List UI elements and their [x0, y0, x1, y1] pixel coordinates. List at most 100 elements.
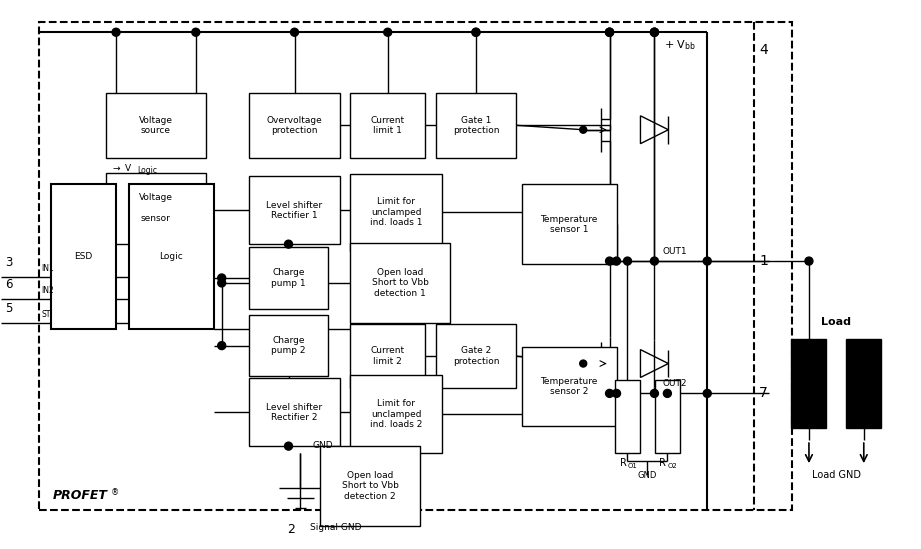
Circle shape	[606, 28, 613, 36]
Bar	[522, 346, 616, 426]
Circle shape	[285, 442, 293, 450]
Text: Open load
Short to Vbb
detection 2: Open load Short to Vbb detection 2	[342, 471, 399, 501]
Text: IN1: IN1	[41, 264, 54, 273]
Circle shape	[606, 257, 613, 265]
Text: O1: O1	[627, 463, 637, 469]
Text: R: R	[659, 458, 666, 468]
Circle shape	[217, 341, 226, 350]
Bar	[350, 324, 426, 389]
Text: R: R	[620, 458, 626, 468]
Circle shape	[650, 28, 659, 36]
Text: Overvoltage
protection: Overvoltage protection	[266, 115, 322, 135]
Text: + V$_{\mathregular{bb}}$: + V$_{\mathregular{bb}}$	[664, 38, 696, 52]
Text: Voltage

sensor: Voltage sensor	[139, 193, 173, 223]
Text: 2: 2	[286, 523, 295, 536]
Text: Level shifter
Rectifier 2: Level shifter Rectifier 2	[266, 402, 322, 422]
Text: 4: 4	[759, 43, 768, 57]
Text: Gate 1
protection: Gate 1 protection	[453, 115, 499, 135]
Bar	[249, 315, 329, 377]
Text: Temperature
sensor 2: Temperature sensor 2	[541, 377, 598, 396]
Circle shape	[704, 389, 711, 397]
Text: Signal GND: Signal GND	[310, 523, 362, 532]
Circle shape	[606, 28, 613, 36]
Bar	[40, 23, 792, 510]
Bar	[522, 184, 616, 264]
Circle shape	[285, 240, 293, 248]
Circle shape	[650, 28, 659, 36]
Text: ST: ST	[41, 310, 51, 319]
Bar	[321, 446, 420, 526]
Text: OUT1: OUT1	[663, 247, 687, 256]
Text: O2: O2	[668, 463, 677, 469]
Bar	[436, 324, 516, 389]
Circle shape	[663, 389, 671, 397]
Text: Gate 2
protection: Gate 2 protection	[453, 346, 499, 366]
Circle shape	[650, 257, 659, 265]
Bar	[249, 93, 341, 158]
Text: 7: 7	[759, 386, 768, 400]
Text: Open load
Short to Vbb
detection 1: Open load Short to Vbb detection 1	[372, 268, 428, 298]
Circle shape	[805, 257, 813, 265]
Circle shape	[579, 126, 587, 133]
Bar	[436, 93, 516, 158]
Text: Limit for
unclamped
ind. loads 1: Limit for unclamped ind. loads 1	[370, 198, 423, 227]
Text: 1: 1	[759, 254, 768, 268]
Bar	[249, 176, 341, 244]
Bar	[106, 172, 205, 244]
Circle shape	[704, 257, 711, 265]
Text: ESD: ESD	[75, 252, 93, 261]
Text: OUT2: OUT2	[663, 379, 687, 389]
Text: IN2: IN2	[41, 286, 54, 295]
Text: Load GND: Load GND	[812, 470, 861, 480]
Circle shape	[384, 28, 391, 36]
Bar	[615, 380, 640, 453]
Text: Logic: Logic	[159, 252, 183, 261]
Circle shape	[290, 28, 298, 36]
Text: 5: 5	[6, 302, 13, 315]
Text: Level shifter
Rectifier 1: Level shifter Rectifier 1	[266, 200, 322, 220]
Circle shape	[217, 279, 226, 287]
Circle shape	[606, 389, 613, 397]
Bar	[129, 184, 214, 329]
Bar	[846, 339, 881, 428]
Circle shape	[112, 28, 120, 36]
Text: Current
limit 2: Current limit 2	[370, 346, 405, 366]
Bar	[249, 378, 341, 446]
Circle shape	[624, 257, 632, 265]
Bar	[350, 173, 442, 251]
Text: Load: Load	[822, 317, 851, 327]
Circle shape	[579, 360, 587, 367]
Text: Charge
pump 2: Charge pump 2	[272, 336, 306, 355]
Bar	[350, 376, 442, 453]
Text: $\rightarrow$ V: $\rightarrow$ V	[111, 161, 133, 172]
Bar	[106, 93, 205, 158]
Text: Limit for
unclamped
ind. loads 2: Limit for unclamped ind. loads 2	[370, 399, 423, 429]
Text: PROFET: PROFET	[53, 489, 108, 502]
Bar	[350, 243, 450, 323]
Text: Temperature
sensor 1: Temperature sensor 1	[541, 215, 598, 234]
Bar	[791, 339, 826, 428]
Text: ®: ®	[111, 489, 120, 497]
Circle shape	[472, 28, 480, 36]
Text: Voltage
source: Voltage source	[139, 115, 173, 135]
Bar	[350, 93, 426, 158]
Text: 3: 3	[6, 256, 13, 269]
Text: Charge
pump 1: Charge pump 1	[271, 268, 306, 288]
Circle shape	[650, 28, 659, 36]
Circle shape	[650, 389, 659, 397]
Circle shape	[612, 389, 621, 397]
Circle shape	[612, 257, 621, 265]
Text: 6: 6	[6, 278, 13, 291]
Bar	[655, 380, 680, 453]
Text: Current
limit 1: Current limit 1	[370, 115, 405, 135]
Text: Logic: Logic	[137, 166, 157, 175]
Bar	[52, 184, 116, 329]
Circle shape	[192, 28, 200, 36]
Text: GND: GND	[312, 441, 333, 450]
Bar	[249, 247, 329, 309]
Circle shape	[860, 389, 868, 397]
Circle shape	[217, 274, 226, 282]
Circle shape	[472, 28, 480, 36]
Text: GND: GND	[637, 471, 657, 480]
Circle shape	[606, 28, 613, 36]
